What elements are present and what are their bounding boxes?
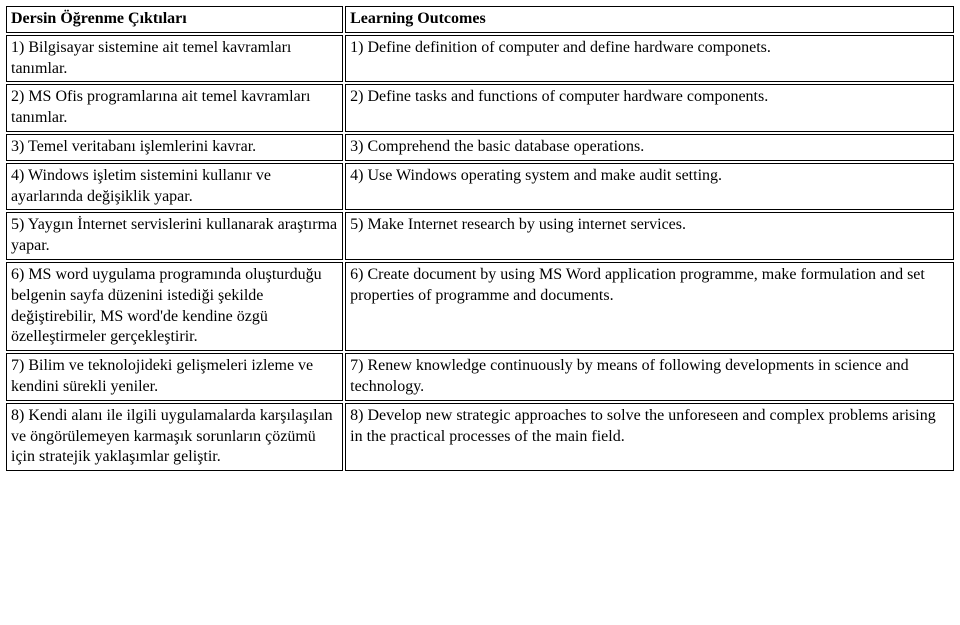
outcome-en: 2) Define tasks and functions of compute… <box>350 87 949 108</box>
outcome-tr: 6) MS word uygulama programında oluşturd… <box>11 265 338 348</box>
outcome-tr: 5) Yaygın İnternet servislerini kullanar… <box>11 215 338 257</box>
outcome-en: 4) Use Windows operating system and make… <box>350 166 949 187</box>
outcome-en: 1) Define definition of computer and def… <box>350 38 949 59</box>
cell-left: 3) Temel veritabanı işlemlerini kavrar. <box>6 134 343 161</box>
cell-left: 5) Yaygın İnternet servislerini kullanar… <box>6 212 343 260</box>
cell-right: 5) Make Internet research by using inter… <box>345 212 954 260</box>
table-row: 2) MS Ofis programlarına ait temel kavra… <box>6 84 954 132</box>
header-right: Learning Outcomes <box>345 6 954 33</box>
outcome-en: 3) Comprehend the basic database operati… <box>350 137 949 158</box>
table-row: 7) Bilim ve teknolojideki gelişmeleri iz… <box>6 353 954 401</box>
header-left: Dersin Öğrenme Çıktıları <box>6 6 343 33</box>
cell-left: 6) MS word uygulama programında oluşturd… <box>6 262 343 351</box>
cell-right: 2) Define tasks and functions of compute… <box>345 84 954 132</box>
outcome-en: 7) Renew knowledge continuously by means… <box>350 356 949 398</box>
table-row: 8) Kendi alanı ile ilgili uygulamalarda … <box>6 403 954 471</box>
outcome-tr: 8) Kendi alanı ile ilgili uygulamalarda … <box>11 406 338 468</box>
table-row: 1) Bilgisayar sistemine ait temel kavram… <box>6 35 954 83</box>
cell-left: 2) MS Ofis programlarına ait temel kavra… <box>6 84 343 132</box>
learning-outcomes-table: Dersin Öğrenme Çıktıları Learning Outcom… <box>4 4 956 473</box>
cell-right: 1) Define definition of computer and def… <box>345 35 954 83</box>
table-row: 5) Yaygın İnternet servislerini kullanar… <box>6 212 954 260</box>
cell-right: 3) Comprehend the basic database operati… <box>345 134 954 161</box>
cell-left: 8) Kendi alanı ile ilgili uygulamalarda … <box>6 403 343 471</box>
outcome-tr: 7) Bilim ve teknolojideki gelişmeleri iz… <box>11 356 338 398</box>
cell-left: 4) Windows işletim sistemini kullanır ve… <box>6 163 343 211</box>
outcome-en: 6) Create document by using MS Word appl… <box>350 265 949 307</box>
outcome-tr: 2) MS Ofis programlarına ait temel kavra… <box>11 87 338 129</box>
outcome-en: 5) Make Internet research by using inter… <box>350 215 949 236</box>
cell-right: 4) Use Windows operating system and make… <box>345 163 954 211</box>
cell-right: 7) Renew knowledge continuously by means… <box>345 353 954 401</box>
outcome-tr: 3) Temel veritabanı işlemlerini kavrar. <box>11 137 338 158</box>
cell-right: 6) Create document by using MS Word appl… <box>345 262 954 351</box>
cell-left: 7) Bilim ve teknolojideki gelişmeleri iz… <box>6 353 343 401</box>
cell-left: 1) Bilgisayar sistemine ait temel kavram… <box>6 35 343 83</box>
table-row: 4) Windows işletim sistemini kullanır ve… <box>6 163 954 211</box>
outcome-tr: 1) Bilgisayar sistemine ait temel kavram… <box>11 38 338 80</box>
outcome-tr: 4) Windows işletim sistemini kullanır ve… <box>11 166 338 208</box>
table-header-row: Dersin Öğrenme Çıktıları Learning Outcom… <box>6 6 954 33</box>
outcome-en: 8) Develop new strategic approaches to s… <box>350 406 949 448</box>
cell-right: 8) Develop new strategic approaches to s… <box>345 403 954 471</box>
table-row: 3) Temel veritabanı işlemlerini kavrar. … <box>6 134 954 161</box>
table-row: 6) MS word uygulama programında oluşturd… <box>6 262 954 351</box>
